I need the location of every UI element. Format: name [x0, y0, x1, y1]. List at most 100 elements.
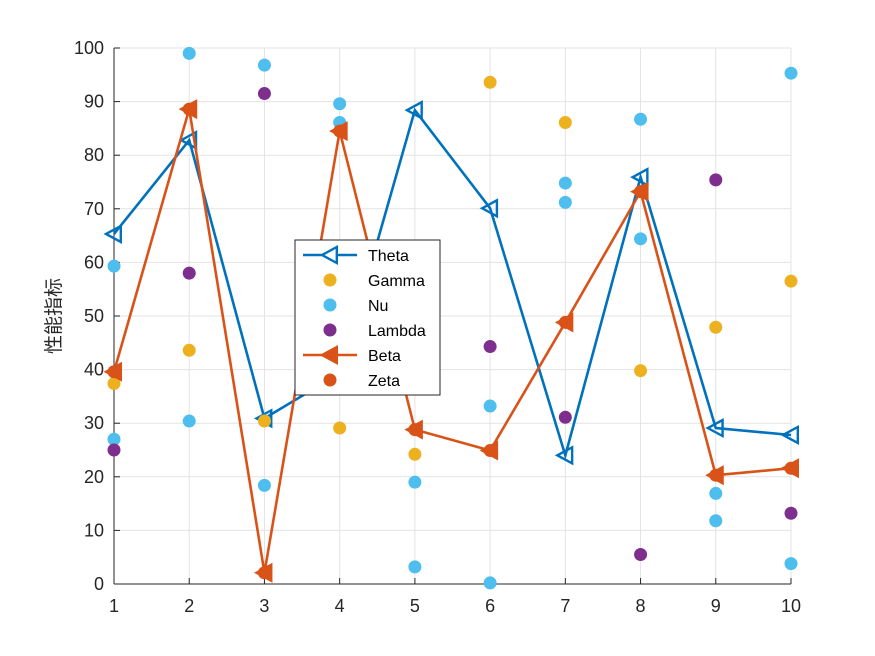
data-point-nu [558, 176, 572, 190]
legend-label: Zeta [368, 373, 400, 390]
data-point-lambda [257, 87, 271, 101]
data-point-nu [634, 112, 648, 126]
series-theta [103, 100, 799, 466]
data-point-nu [408, 475, 422, 489]
series-beta [103, 99, 799, 583]
legend-marker-swatch [323, 323, 337, 337]
data-point-lambda [107, 443, 121, 457]
legend-label: Lambda [368, 323, 426, 340]
legend-entry-lambda: Lambda [323, 323, 426, 340]
legend-marker-swatch [319, 244, 338, 266]
data-point-nu [257, 478, 271, 492]
data-point-zeta [709, 468, 723, 482]
data-point-theta [554, 445, 574, 466]
legend-marker-swatch [323, 298, 337, 312]
data-point-theta [404, 100, 423, 121]
legend-label: Nu [368, 298, 388, 315]
legend-marker-swatch [323, 373, 337, 387]
data-point-gamma [483, 75, 497, 89]
data-point-zeta [558, 315, 572, 329]
legend-entry-zeta: Zeta [323, 373, 400, 390]
y-tick-label: 40 [84, 360, 104, 380]
x-tick-label: 4 [335, 596, 345, 616]
data-point-nu [709, 514, 723, 528]
y-tick-label: 20 [84, 467, 104, 487]
data-point-lambda [182, 266, 196, 280]
x-tick-label: 1 [109, 596, 119, 616]
grid [113, 47, 792, 585]
data-point-zeta [257, 566, 271, 580]
x-tick-label: 2 [184, 596, 194, 616]
y-tick-label: 10 [84, 520, 104, 540]
data-point-theta [103, 223, 122, 245]
data-point-zeta [333, 124, 347, 138]
series-layer [103, 46, 799, 590]
data-point-gamma [182, 343, 196, 357]
y-tick-label: 60 [84, 252, 104, 272]
y-tick-label: 50 [84, 306, 104, 326]
y-tick-label: 100 [74, 38, 104, 58]
data-point-nu [107, 259, 121, 273]
data-point-gamma [784, 274, 798, 288]
data-point-lambda [784, 506, 798, 520]
series-gamma [107, 75, 798, 461]
series-lambda [107, 87, 798, 562]
data-point-nu [182, 46, 196, 60]
legend-entry-gamma: Gamma [323, 273, 425, 290]
data-point-nu [182, 414, 196, 428]
legend-label: Theta [368, 248, 409, 265]
x-tick-label: 6 [485, 596, 495, 616]
data-point-nu [333, 97, 347, 111]
data-point-zeta [107, 365, 121, 379]
data-point-nu [483, 576, 497, 590]
y-tick-label: 0 [94, 574, 104, 594]
legend-entry-theta: Theta [303, 244, 409, 266]
x-tick-label: 10 [781, 596, 801, 616]
series-line-theta [112, 107, 792, 461]
data-point-nu [784, 557, 798, 571]
data-point-zeta [182, 102, 196, 116]
data-point-gamma [558, 116, 572, 130]
y-tick-label: 30 [84, 413, 104, 433]
data-point-gamma [634, 364, 648, 378]
y-axis-label: 性能指标 [43, 278, 65, 354]
legend-label: Gamma [368, 273, 425, 290]
legend-marker-swatch [319, 344, 338, 366]
y-tick-label: 90 [84, 92, 104, 112]
data-point-gamma [709, 320, 723, 334]
y-tick-label: 80 [84, 145, 104, 165]
x-tick-label: 5 [410, 596, 420, 616]
legend-entry-nu: Nu [323, 298, 388, 315]
data-point-nu [784, 66, 798, 80]
legend: Theta Gamma Nu Lambda Beta Zeta [294, 239, 441, 396]
legend-label: Beta [368, 348, 401, 365]
data-point-nu [634, 232, 648, 246]
data-point-lambda [483, 340, 497, 354]
data-point-zeta [483, 444, 497, 458]
x-tick-label: 7 [560, 596, 570, 616]
data-point-nu [257, 58, 271, 72]
data-point-theta [630, 167, 649, 188]
x-tick-label: 3 [259, 596, 269, 616]
data-point-zeta [784, 461, 798, 475]
data-point-gamma [333, 421, 347, 435]
data-point-theta [705, 418, 724, 439]
data-point-gamma [408, 447, 422, 461]
series-line-beta [112, 108, 792, 573]
data-point-theta [178, 130, 198, 151]
series-nu [107, 46, 798, 590]
data-point-nu [483, 399, 497, 413]
data-point-theta [780, 424, 799, 446]
data-point-gamma [257, 414, 271, 428]
x-tick-label: 9 [711, 596, 721, 616]
data-point-zeta [634, 185, 648, 199]
data-point-nu [107, 432, 121, 446]
legend-entry-beta: Beta [303, 344, 401, 366]
data-point-lambda [709, 173, 723, 187]
data-point-zeta [408, 423, 422, 437]
legend-marker-swatch [323, 273, 337, 287]
data-point-lambda [634, 548, 648, 562]
